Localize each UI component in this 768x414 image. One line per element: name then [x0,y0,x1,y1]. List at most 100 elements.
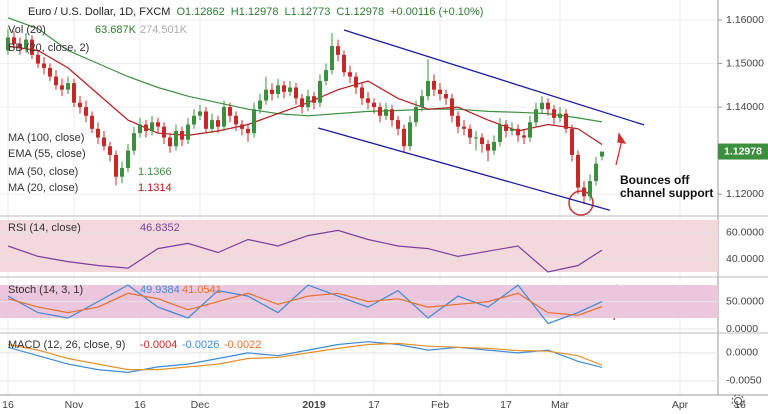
candle-body [564,113,569,129]
candle-body [317,80,322,103]
candle-body [462,126,467,129]
candle-body [41,63,46,68]
header-change: +0.00116 (+0.10%) [390,6,483,18]
pane-value: 49.9384 [140,284,180,296]
candle-body [191,115,196,125]
candle-body [167,137,172,147]
legend-entry: MA (100, close) [8,132,84,144]
candle-body [408,122,413,147]
candle-body [293,87,298,99]
candle-body [11,37,16,44]
annotation: Bounces off [620,173,690,187]
candle-body [47,67,52,77]
candle-body [570,128,575,155]
candle-body [269,89,274,95]
candle-body [329,46,334,71]
legend-value: 1.1366 [138,166,172,178]
candle-body [35,54,40,64]
pane-value: -0.0026 [182,339,219,351]
candle-body [119,167,124,177]
candle-body [353,76,358,88]
pane-title: MACD (12, 26, close, 9) [8,339,125,351]
candle-body [576,154,581,188]
candle-body [335,46,340,55]
candle-body [233,115,238,125]
pane-title: Stoch (14, 3, 1) [8,284,83,296]
candle-body [341,54,346,73]
candle-body [366,98,371,103]
x-tick-label: 16 [134,399,146,411]
candle-body [498,124,503,142]
y-tick-label: 1.12000 [726,188,764,200]
header-l: L1.12773 [284,6,330,18]
candle-body [534,109,539,123]
x-tick-label: 16 [734,399,746,411]
candle-body [5,37,10,51]
candle-body [522,135,527,138]
candle-body [594,163,599,182]
last-price-box [718,143,768,160]
candle-body [456,115,461,127]
candle-body [390,109,395,121]
indicator-line [7,342,603,371]
candle-body [372,102,377,108]
candle-body [378,107,383,116]
y-tick-label: 60.0000 [726,227,764,239]
candle-body [528,122,533,138]
candle-body [149,122,154,132]
candle-body [197,111,202,116]
candle-body [299,98,304,108]
candle-body [263,89,268,101]
candle-body [281,85,286,92]
candle-body [65,83,70,90]
last-price-label: 1.12978 [724,145,762,157]
header: Euro / U.S. Dollar, 1D, FXCM O1.12862 H1.1… [28,6,483,18]
x-tick-label: Apr [672,399,689,411]
candle-body [414,107,419,123]
candle-body [402,128,407,147]
y-tick-label: 1.16000 [726,14,764,26]
candle-body [287,87,292,92]
candle-body [101,137,106,147]
y-tick-label: 0.0000 [726,323,758,335]
candle-body [227,107,232,116]
candle-body [420,96,425,108]
candle-body [600,151,605,157]
x-tick-label: Feb [431,399,449,411]
candle-body [558,113,563,118]
candle-body [17,43,22,49]
candle-body [239,124,244,129]
candle-body [245,128,250,134]
candle-body [516,128,521,136]
indicator-line [7,229,603,273]
candle-body [203,111,208,129]
header-symbol: Euro / U.S. Dollar, 1D, FXCM [28,6,170,18]
candle-body [179,131,184,140]
x-tick-label: 17 [500,399,512,411]
candle-body [77,102,82,108]
settings-icon[interactable] [731,394,745,408]
header-o: O1.12862 [176,6,224,18]
candle-body [468,128,473,138]
candle-body [552,109,557,118]
candle-body [143,124,148,132]
candle-body [83,107,88,116]
candle-body [588,181,593,197]
candle-body [155,122,160,127]
pane-value: -0.0004 [140,339,177,351]
moving-average-line [7,17,603,123]
candle-body [185,124,190,140]
x-tick-label: 16 [2,399,14,411]
y-tick-label: 1.14000 [726,101,764,113]
y-tick-label: -0.0050 [726,375,762,387]
candle-body [582,187,587,197]
candle-body [215,120,220,127]
candle-body [257,100,262,110]
channel-line [343,29,645,126]
candle-body [161,126,166,138]
candle-body [474,137,479,139]
pane-title: RSI (14, close) [8,222,81,234]
y-tick-label: 0.0000 [726,347,758,359]
x-tick-label: Nov [65,399,84,411]
